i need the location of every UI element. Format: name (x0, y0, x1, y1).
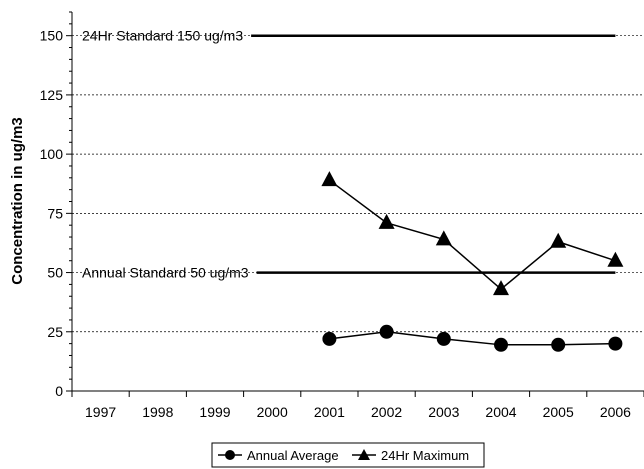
y-tick-label: 150 (40, 28, 64, 44)
y-tick-label: 0 (55, 383, 63, 399)
point-annual-average (494, 337, 508, 352)
point-24hr-maximum (607, 251, 624, 267)
point-24hr-maximum (493, 280, 509, 296)
gridlines (72, 35, 644, 333)
y-tick-label: 50 (47, 265, 63, 281)
point-annual-average (322, 331, 337, 346)
x-tick-label: 1999 (199, 404, 230, 420)
point-24hr-maximum (550, 232, 567, 248)
y-tick-label: 125 (40, 87, 64, 103)
legend-box (211, 442, 485, 468)
reference-line-label: Annual Standard 50 ug/m3 (82, 265, 249, 281)
x-tick-label: 1997 (85, 404, 116, 420)
x-tick-label: 2004 (485, 404, 516, 420)
y-tick-label: 25 (47, 324, 63, 340)
y-ticks: 0 25 50 75 100 125 150 (40, 11, 72, 399)
legend-marker-annual-average (225, 450, 235, 460)
y-tick-label: 100 (40, 146, 64, 162)
series (321, 171, 624, 352)
legend-label-annual-average: Annual Average (247, 448, 339, 463)
x-tick-label: 2000 (257, 404, 288, 420)
point-24hr-maximum (378, 213, 395, 229)
x-tick-label: 2002 (371, 404, 402, 420)
x-ticks: 1997 1998 1999 2000 2001 2002 2003 2004 2005 2006 (71, 391, 644, 420)
point-annual-average (551, 337, 566, 352)
x-tick-label: 1998 (142, 404, 173, 420)
reference-line-label: 24Hr Standard 150 ug/m3 (82, 28, 243, 44)
y-axis-label: Concentration in ug/m3 (9, 117, 26, 285)
legend-label-24hr-maximum: 24Hr Maximum (381, 448, 469, 463)
x-tick-label: 2005 (543, 404, 574, 420)
legend-marker-24hr-maximum (358, 449, 370, 460)
point-24hr-maximum (321, 171, 338, 187)
legend: Annual Average 24Hr Maximum (211, 442, 485, 468)
x-tick-label: 2003 (428, 404, 459, 420)
x-tick-label: 2001 (314, 404, 345, 420)
y-tick-label: 75 (47, 205, 63, 221)
point-annual-average (379, 324, 394, 339)
series-line-24hr-maximum (328, 179, 616, 291)
point-annual-average (608, 336, 623, 351)
series-line-annual-average (329, 331, 616, 346)
point-annual-average (436, 331, 451, 346)
point-24hr-maximum (435, 230, 452, 246)
reference-lines: 24Hr Standard 150 ug/m3 Annual Standard 5… (82, 28, 616, 281)
x-tick-label: 2006 (600, 404, 631, 420)
